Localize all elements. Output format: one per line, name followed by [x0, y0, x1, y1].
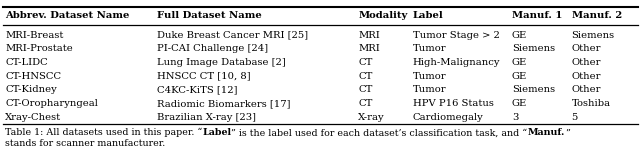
Text: Toshiba: Toshiba [572, 99, 611, 108]
Text: X-ray: X-ray [358, 113, 385, 122]
Text: CT-Oropharyngeal: CT-Oropharyngeal [5, 99, 98, 108]
Text: Other: Other [572, 44, 601, 53]
Text: MRI-Prostate: MRI-Prostate [5, 44, 73, 53]
Text: Tumor: Tumor [413, 72, 447, 81]
Text: Modality: Modality [358, 11, 408, 20]
Text: CT-HNSCC: CT-HNSCC [5, 72, 61, 81]
Text: Manuf. 1: Manuf. 1 [512, 11, 563, 20]
Text: High-Malignancy: High-Malignancy [413, 58, 500, 67]
Text: Duke Breast Cancer MRI [25]: Duke Breast Cancer MRI [25] [157, 31, 308, 40]
Text: Siemens: Siemens [572, 31, 614, 40]
Text: Manuf. 2: Manuf. 2 [572, 11, 622, 20]
Text: GE: GE [512, 58, 527, 67]
Text: GE: GE [512, 99, 527, 108]
Text: Label: Label [202, 128, 232, 137]
Text: Other: Other [572, 72, 601, 81]
Text: ” is the label used for each dataset’s classification task, and “: ” is the label used for each dataset’s c… [232, 128, 527, 137]
Text: Full Dataset Name: Full Dataset Name [157, 11, 262, 20]
Text: Other: Other [572, 58, 601, 67]
Text: Tumor: Tumor [413, 85, 447, 94]
Text: Lung Image Database [2]: Lung Image Database [2] [157, 58, 285, 67]
Text: Tumor Stage > 2: Tumor Stage > 2 [413, 31, 500, 40]
Text: Manuf.: Manuf. [527, 128, 565, 137]
Text: Abbrev. Dataset Name: Abbrev. Dataset Name [5, 11, 129, 20]
Text: ”: ” [565, 128, 570, 137]
Text: CT: CT [358, 85, 372, 94]
Text: Brazilian X-ray [23]: Brazilian X-ray [23] [157, 113, 256, 122]
Text: Siemens: Siemens [512, 85, 555, 94]
Text: GE: GE [512, 31, 527, 40]
Text: CT-Kidney: CT-Kidney [5, 85, 57, 94]
Text: Label: Label [413, 11, 444, 20]
Text: stands for scanner manufacturer.: stands for scanner manufacturer. [5, 140, 165, 148]
Text: MRI: MRI [358, 31, 380, 40]
Text: CT: CT [358, 58, 372, 67]
Text: CT: CT [358, 99, 372, 108]
Text: Cardiomegaly: Cardiomegaly [413, 113, 484, 122]
Text: HPV P16 Status: HPV P16 Status [413, 99, 493, 108]
Text: Radiomic Biomarkers [17]: Radiomic Biomarkers [17] [157, 99, 291, 108]
Text: C4KC-KiTS [12]: C4KC-KiTS [12] [157, 85, 237, 94]
Text: Table 1: All datasets used in this paper. “: Table 1: All datasets used in this paper… [5, 128, 202, 137]
Text: Xray-Chest: Xray-Chest [5, 113, 61, 122]
Text: PI-CAI Challenge [24]: PI-CAI Challenge [24] [157, 44, 268, 53]
Text: HNSCC CT [10, 8]: HNSCC CT [10, 8] [157, 72, 250, 81]
Text: 3: 3 [512, 113, 518, 122]
Text: Other: Other [572, 85, 601, 94]
Text: Tumor: Tumor [413, 44, 447, 53]
Text: CT: CT [358, 72, 372, 81]
Text: MRI: MRI [358, 44, 380, 53]
Text: MRI-Breast: MRI-Breast [5, 31, 63, 40]
Text: Siemens: Siemens [512, 44, 555, 53]
Text: CT-LIDC: CT-LIDC [5, 58, 48, 67]
Text: GE: GE [512, 72, 527, 81]
Text: 5: 5 [572, 113, 578, 122]
